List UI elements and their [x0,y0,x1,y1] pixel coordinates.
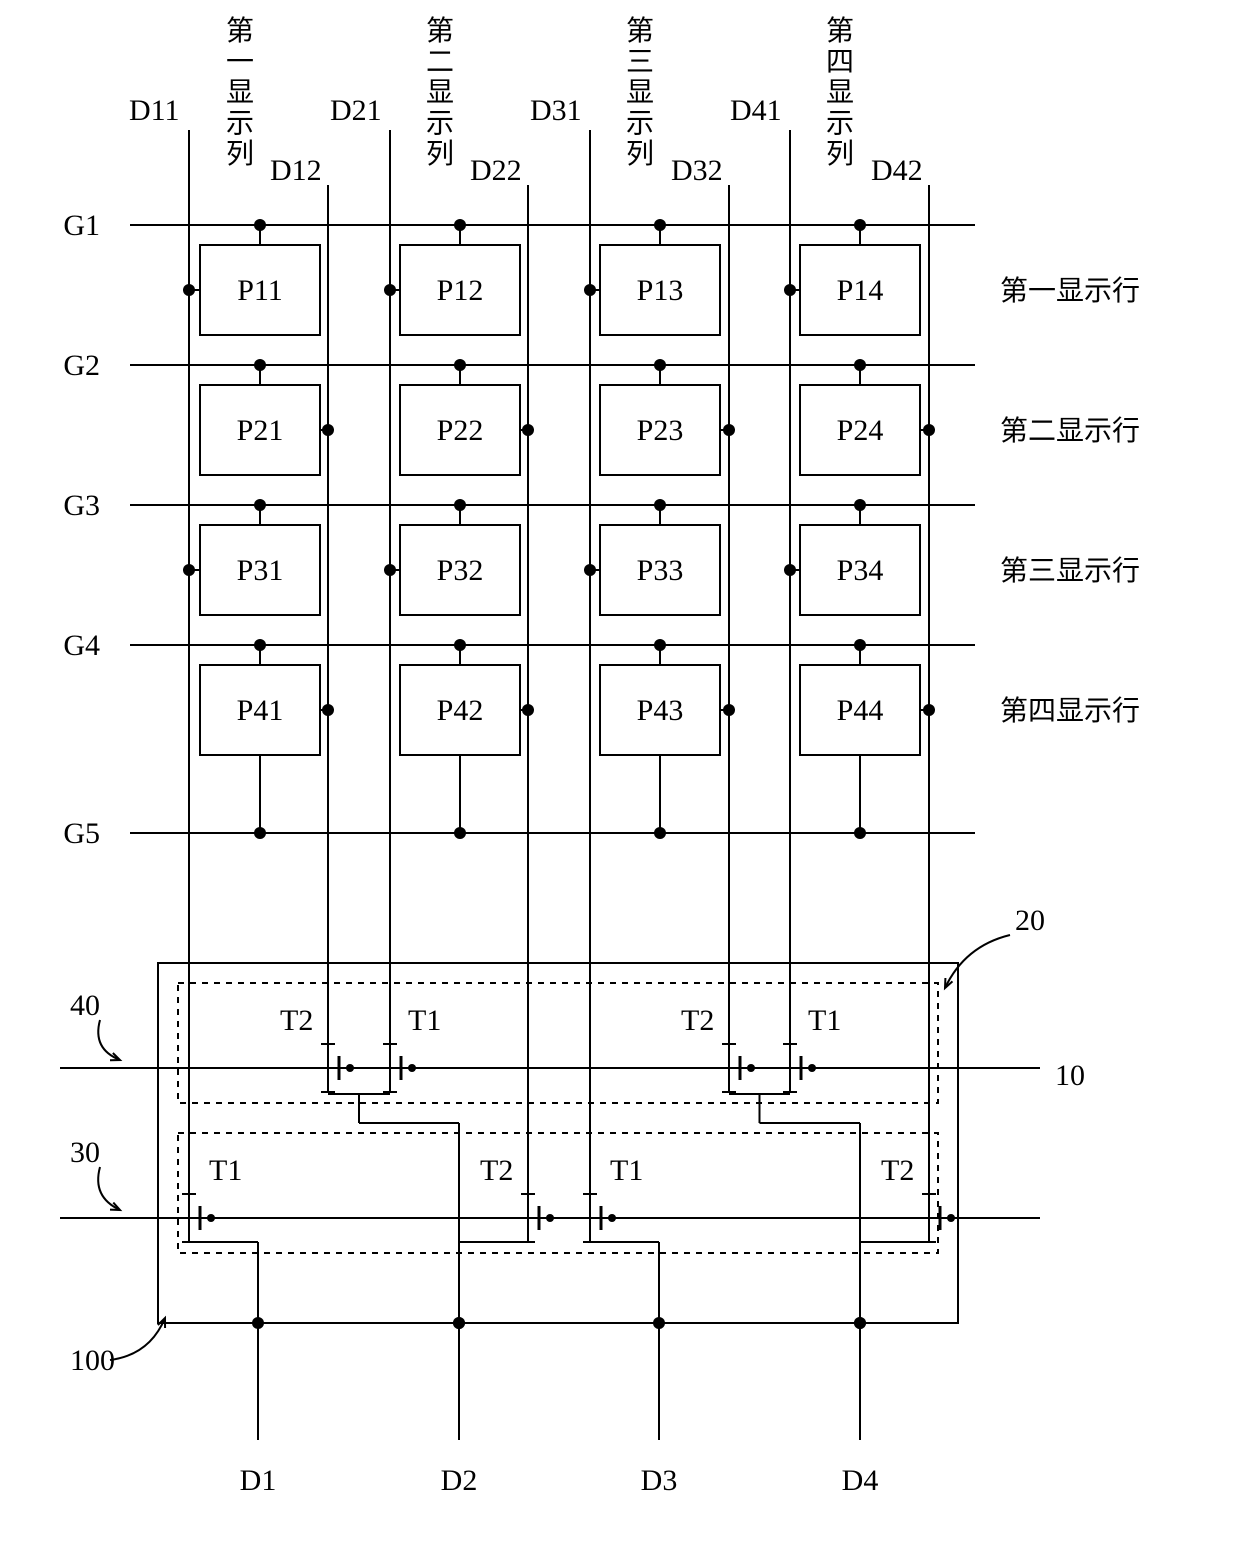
svg-text:第: 第 [626,15,654,47]
svg-text:P42: P42 [437,694,484,727]
svg-text:四: 四 [826,47,854,78]
svg-text:P41: P41 [237,694,284,727]
svg-text:T2: T2 [681,1004,714,1037]
svg-text:T1: T1 [610,1154,643,1187]
svg-text:示: 示 [626,108,654,139]
svg-text:列: 列 [426,138,454,170]
svg-text:D2: D2 [441,1464,478,1497]
svg-text:D12: D12 [270,154,322,187]
svg-text:一: 一 [226,47,254,78]
svg-text:P43: P43 [637,694,684,727]
svg-text:P14: P14 [837,274,884,307]
svg-text:D32: D32 [671,154,723,187]
svg-text:显: 显 [426,78,454,109]
svg-text:第一显示行: 第一显示行 [1000,275,1140,307]
svg-text:D11: D11 [129,94,180,127]
svg-text:显: 显 [226,78,254,109]
svg-text:D31: D31 [530,94,582,127]
svg-text:D41: D41 [730,94,782,127]
svg-text:D1: D1 [240,1464,277,1497]
svg-text:P44: P44 [837,694,884,727]
svg-text:T2: T2 [881,1154,914,1187]
svg-text:G4: G4 [63,629,100,662]
svg-text:P31: P31 [237,554,284,587]
svg-text:100: 100 [70,1344,115,1377]
svg-text:T2: T2 [480,1154,513,1187]
svg-text:示: 示 [826,108,854,139]
svg-text:P11: P11 [237,274,283,307]
svg-text:显: 显 [626,78,654,109]
svg-text:第三显示行: 第三显示行 [1000,555,1140,587]
svg-text:G5: G5 [63,817,100,850]
svg-text:P33: P33 [637,554,684,587]
svg-text:30: 30 [70,1136,100,1169]
svg-text:D21: D21 [330,94,382,127]
svg-text:P24: P24 [837,414,884,447]
svg-text:G2: G2 [63,349,100,382]
svg-text:G1: G1 [63,209,100,242]
svg-text:10: 10 [1055,1059,1085,1092]
svg-text:40: 40 [70,989,100,1022]
svg-text:G3: G3 [63,489,100,522]
svg-text:P22: P22 [437,414,484,447]
svg-text:列: 列 [226,138,254,170]
svg-text:显: 显 [826,78,854,109]
svg-text:第: 第 [226,15,254,47]
svg-text:T2: T2 [280,1004,313,1037]
svg-text:D42: D42 [871,154,923,187]
svg-text:第: 第 [426,15,454,47]
svg-text:20: 20 [1015,904,1045,937]
svg-text:示: 示 [426,108,454,139]
svg-text:D3: D3 [641,1464,678,1497]
svg-text:示: 示 [226,108,254,139]
svg-text:D4: D4 [842,1464,879,1497]
svg-text:T1: T1 [209,1154,242,1187]
svg-text:P23: P23 [637,414,684,447]
svg-text:二: 二 [426,47,454,78]
svg-text:列: 列 [826,138,854,170]
svg-text:P12: P12 [437,274,484,307]
svg-text:列: 列 [626,138,654,170]
svg-text:P34: P34 [837,554,884,587]
svg-text:第四显示行: 第四显示行 [1000,695,1140,727]
svg-text:P32: P32 [437,554,484,587]
svg-text:D22: D22 [470,154,522,187]
svg-text:三: 三 [626,47,654,78]
svg-text:T1: T1 [408,1004,441,1037]
svg-text:P13: P13 [637,274,684,307]
svg-text:P21: P21 [237,414,284,447]
svg-text:第二显示行: 第二显示行 [1000,415,1140,447]
svg-text:第: 第 [826,15,854,47]
svg-text:T1: T1 [808,1004,841,1037]
